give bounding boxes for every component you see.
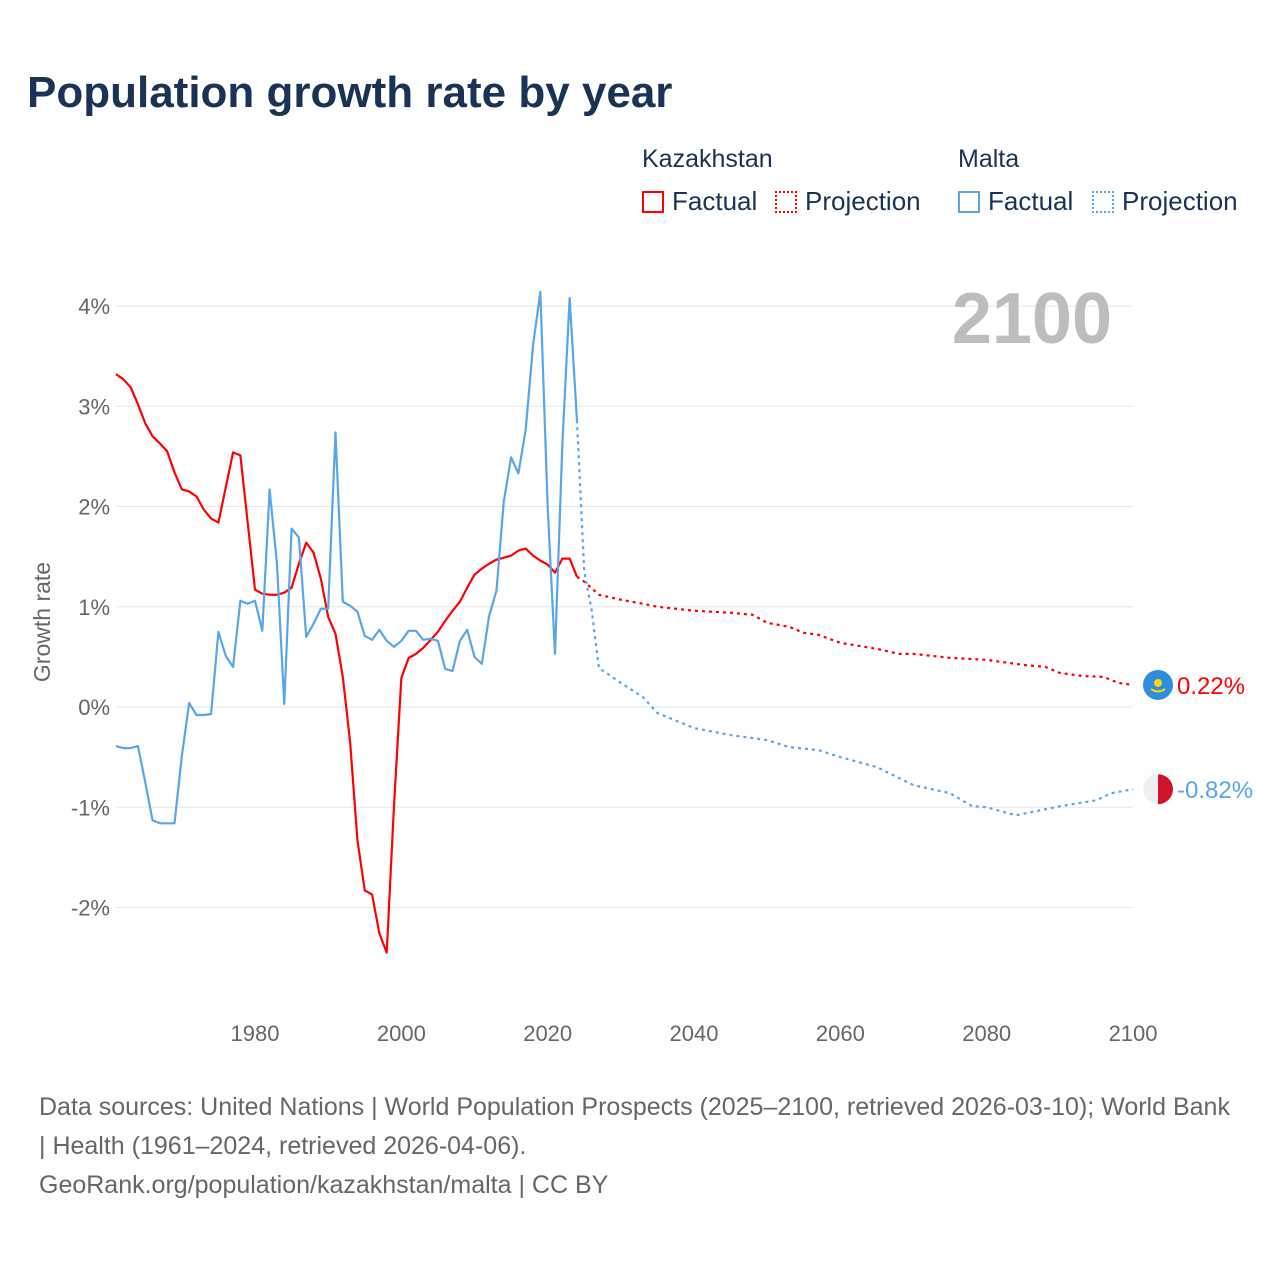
legend-label: Factual bbox=[672, 186, 758, 216]
x-tick-label: 1980 bbox=[231, 1021, 280, 1046]
legend-swatch bbox=[642, 190, 664, 213]
malta-end-label: -0.82% bbox=[1177, 777, 1253, 804]
y-tick-label: 4% bbox=[78, 294, 110, 319]
footer: Data sources: United Nations | World Pop… bbox=[39, 1088, 1239, 1205]
y-tick-label: 0% bbox=[78, 695, 110, 720]
y-axis-label: Growth rate bbox=[29, 562, 55, 682]
flag-eagle bbox=[1150, 688, 1166, 693]
chart-title: Population growth rate by year bbox=[27, 68, 673, 117]
flag-white bbox=[1143, 774, 1158, 805]
legend-label: Factual bbox=[988, 186, 1074, 216]
legend-swatch bbox=[775, 190, 797, 213]
flag-sun bbox=[1154, 678, 1162, 687]
malta-flag-icon bbox=[1143, 774, 1173, 805]
legend-label: Projection bbox=[805, 186, 921, 216]
y-tick-label: -1% bbox=[71, 795, 110, 820]
kazakhstan-factual-line bbox=[115, 373, 578, 954]
x-tick-label: 2000 bbox=[377, 1021, 426, 1046]
data-sources: Data sources: United Nations | World Pop… bbox=[39, 1093, 1230, 1160]
malta-projection-line bbox=[575, 420, 1134, 817]
x-tick-label: 2100 bbox=[1109, 1021, 1158, 1046]
x-tick-label: 2040 bbox=[670, 1021, 719, 1046]
kazakhstan-flag-icon bbox=[1143, 669, 1173, 700]
x-tick-label: 2060 bbox=[816, 1021, 865, 1046]
malta-factual-line bbox=[115, 290, 579, 825]
x-tick-label: 2020 bbox=[523, 1021, 572, 1046]
legend-swatch bbox=[1092, 190, 1114, 213]
plot-area: -2% -1% 0% 1% 2% 3% 4% 1980 2000 2020 2040 2060 2080… bbox=[29, 279, 1253, 1046]
kazakhstan-end-label: 0.22% bbox=[1177, 673, 1245, 700]
legend-malta-factual[interactable]: Factual bbox=[958, 186, 1073, 217]
year-label: 2100 bbox=[952, 279, 1112, 359]
flag-red bbox=[1158, 774, 1173, 805]
legend-swatch bbox=[958, 190, 980, 213]
legend-group-malta: Malta bbox=[958, 145, 1020, 173]
legend-kazakhstan-projection[interactable]: Projection bbox=[775, 186, 921, 217]
x-tick-label: 2080 bbox=[962, 1021, 1011, 1046]
legend-kazakhstan-factual[interactable]: Factual bbox=[642, 186, 757, 217]
y-tick-label: 1% bbox=[78, 595, 110, 620]
legend-label: Projection bbox=[1122, 186, 1238, 216]
y-tick-label: 3% bbox=[78, 394, 110, 419]
legend-malta-projection[interactable]: Projection bbox=[1092, 186, 1238, 217]
attribution-link[interactable]: GeoRank.org/population/kazakhstan/malta … bbox=[39, 1171, 609, 1199]
legend-group-kazakhstan: Kazakhstan bbox=[642, 145, 773, 173]
kazakhstan-projection-line bbox=[576, 575, 1134, 687]
y-tick-label: -2% bbox=[71, 896, 110, 921]
y-tick-label: 2% bbox=[78, 495, 110, 520]
